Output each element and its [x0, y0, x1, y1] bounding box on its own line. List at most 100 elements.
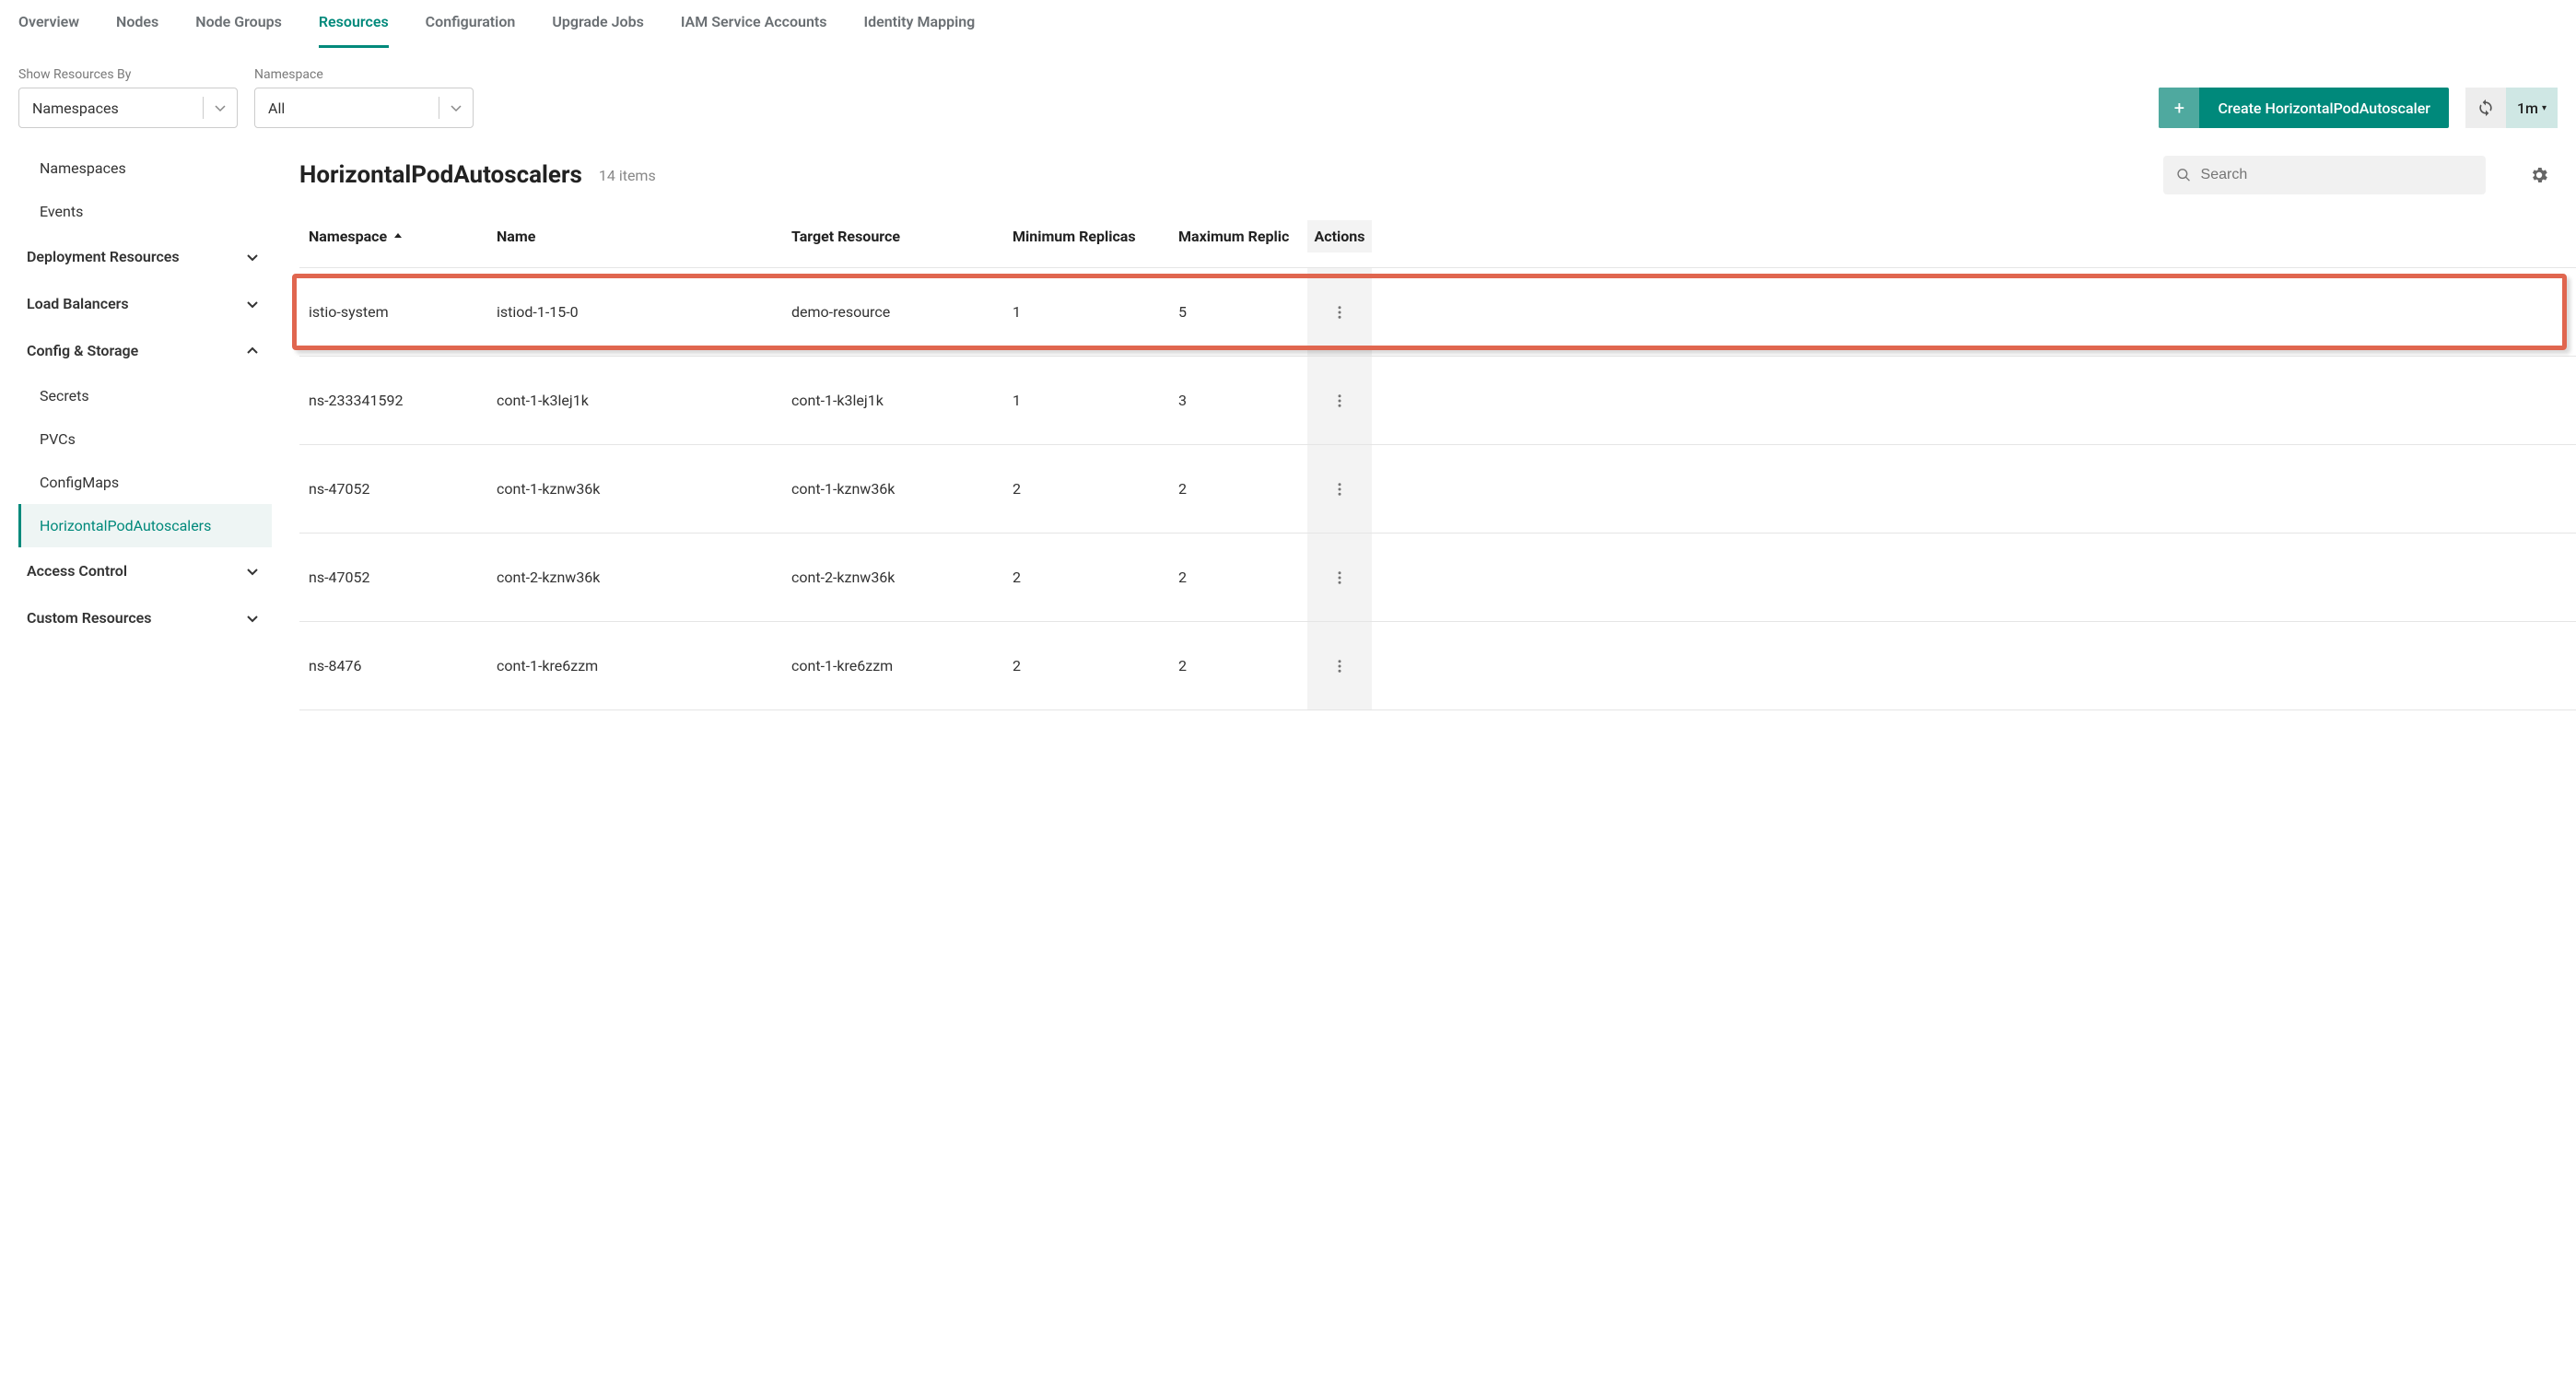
cell-name: cont-2-kznw36k [497, 569, 791, 586]
chevron-up-icon [246, 345, 259, 358]
show-resources-by-value: Namespaces [32, 100, 119, 117]
sidebar-group-config-storage[interactable]: Config & Storage [18, 327, 272, 374]
sidebar-group-deployment-resources[interactable]: Deployment Resources [18, 233, 272, 280]
controls-row: Show Resources By Namespaces Namespace A… [0, 49, 2576, 137]
cell-target: cont-1-k3lej1k [791, 392, 1013, 409]
sidebar: NamespacesEventsDeployment Resources Load… [18, 147, 272, 710]
tab-iam-service-accounts[interactable]: IAM Service Accounts [681, 0, 827, 48]
row-actions-button[interactable] [1331, 304, 1348, 321]
chevron-down-icon [246, 298, 259, 311]
cell-namespace: istio-system [303, 303, 497, 321]
tab-identity-mapping[interactable]: Identity Mapping [863, 0, 975, 48]
cell-target: cont-1-kre6zzm [791, 657, 1013, 674]
tab-upgrade-jobs[interactable]: Upgrade Jobs [552, 0, 643, 48]
sidebar-group-custom-resources[interactable]: Custom Resources [18, 594, 272, 641]
cell-actions [1307, 445, 1372, 533]
cell-namespace: ns-233341592 [303, 392, 497, 409]
cell-name: cont-1-kznw36k [497, 480, 791, 498]
content-header: HorizontalPodAutoscalers 14 items [299, 156, 2576, 194]
cell-min: 2 [1013, 569, 1178, 586]
col-header-name[interactable]: Name [497, 228, 791, 245]
table-row[interactable]: ns-47052cont-1-kznw36kcont-1-kznw36k22 [299, 445, 2576, 534]
create-hpa-button[interactable]: + Create HorizontalPodAutoscaler [2159, 88, 2449, 128]
search-box[interactable] [2163, 156, 2486, 194]
col-header-max[interactable]: Maximum Replic [1178, 228, 1307, 245]
sort-asc-icon [392, 231, 404, 242]
tab-nodes[interactable]: Nodes [116, 0, 158, 48]
table-header: Namespace Name Target Resource Minimum R… [299, 220, 2576, 268]
refresh-group: 1m ▾ [2465, 88, 2558, 128]
sidebar-group-label: Config & Storage [27, 342, 138, 359]
show-resources-by-group: Show Resources By Namespaces [18, 67, 238, 128]
sidebar-item-configmaps[interactable]: ConfigMaps [18, 461, 272, 504]
sidebar-group-access-control[interactable]: Access Control [18, 547, 272, 594]
cell-actions [1307, 622, 1372, 710]
item-count: 14 items [599, 167, 656, 184]
cell-namespace: ns-8476 [303, 657, 497, 674]
cell-max: 5 [1178, 303, 1307, 321]
namespace-select[interactable]: All [254, 88, 474, 128]
table-row[interactable]: istio-systemistiod-1-15-0demo-resource15 [299, 268, 2576, 357]
cell-min: 2 [1013, 480, 1178, 498]
tab-node-groups[interactable]: Node Groups [195, 0, 282, 48]
hpa-table: Namespace Name Target Resource Minimum R… [299, 220, 2576, 710]
sidebar-group-label: Custom Resources [27, 609, 152, 627]
top-tabs: Overview Nodes Node Groups Resources Configu… [0, 0, 2576, 49]
sidebar-item-horizontalpodautoscalers[interactable]: HorizontalPodAutoscalers [18, 504, 272, 547]
tab-overview[interactable]: Overview [18, 0, 79, 48]
settings-button[interactable] [2521, 157, 2558, 194]
refresh-button[interactable] [2465, 88, 2506, 128]
plus-icon: + [2159, 88, 2199, 128]
sidebar-item-events[interactable]: Events [18, 190, 272, 233]
cell-min: 1 [1013, 392, 1178, 409]
cell-target: demo-resource [791, 303, 1013, 321]
refresh-interval-button[interactable]: 1m ▾ [2506, 88, 2558, 128]
sidebar-group-load-balancers[interactable]: Load Balancers [18, 280, 272, 327]
create-button-label: Create HorizontalPodAutoscaler [2199, 100, 2449, 117]
chevron-down-icon [213, 100, 228, 115]
sidebar-item-namespaces[interactable]: Namespaces [18, 147, 272, 190]
more-vertical-icon [1331, 658, 1348, 674]
namespace-label: Namespace [254, 67, 474, 82]
more-vertical-icon [1331, 481, 1348, 498]
refresh-interval-value: 1m [2517, 100, 2538, 117]
more-vertical-icon [1331, 393, 1348, 409]
caret-down-icon: ▾ [2542, 103, 2547, 113]
sidebar-group-label: Load Balancers [27, 295, 129, 312]
cell-actions [1307, 357, 1372, 444]
tab-resources[interactable]: Resources [319, 0, 389, 48]
main-layout: NamespacesEventsDeployment Resources Load… [0, 137, 2576, 710]
cell-namespace: ns-47052 [303, 569, 497, 586]
table-row[interactable]: ns-8476cont-1-kre6zzmcont-1-kre6zzm22 [299, 622, 2576, 710]
cell-target: cont-2-kznw36k [791, 569, 1013, 586]
tab-configuration[interactable]: Configuration [426, 0, 516, 48]
chevron-down-icon [246, 565, 259, 578]
cell-actions [1307, 534, 1372, 621]
chevron-down-icon [449, 100, 463, 115]
cell-max: 2 [1178, 569, 1307, 586]
more-vertical-icon [1331, 569, 1348, 586]
col-header-target[interactable]: Target Resource [791, 228, 1013, 245]
sidebar-item-pvcs[interactable]: PVCs [18, 417, 272, 461]
cell-min: 2 [1013, 657, 1178, 674]
row-actions-button[interactable] [1331, 658, 1348, 674]
row-actions-button[interactable] [1331, 569, 1348, 586]
refresh-icon [2476, 99, 2495, 117]
col-header-namespace[interactable]: Namespace [303, 228, 497, 245]
row-actions-button[interactable] [1331, 393, 1348, 409]
table-row[interactable]: ns-47052cont-2-kznw36kcont-2-kznw36k22 [299, 534, 2576, 622]
cell-min: 1 [1013, 303, 1178, 321]
search-icon [2176, 167, 2192, 183]
sidebar-group-label: Access Control [27, 562, 127, 580]
search-input[interactable] [2201, 167, 2473, 183]
sidebar-item-secrets[interactable]: Secrets [18, 374, 272, 417]
row-actions-button[interactable] [1331, 481, 1348, 498]
namespace-group: Namespace All [254, 67, 474, 128]
show-resources-by-select[interactable]: Namespaces [18, 88, 238, 128]
col-header-min[interactable]: Minimum Replicas [1013, 228, 1178, 245]
cell-max: 2 [1178, 480, 1307, 498]
cell-max: 3 [1178, 392, 1307, 409]
chevron-down-icon [246, 251, 259, 264]
more-vertical-icon [1331, 304, 1348, 321]
table-row[interactable]: ns-233341592cont-1-k3lej1kcont-1-k3lej1k… [299, 357, 2576, 445]
